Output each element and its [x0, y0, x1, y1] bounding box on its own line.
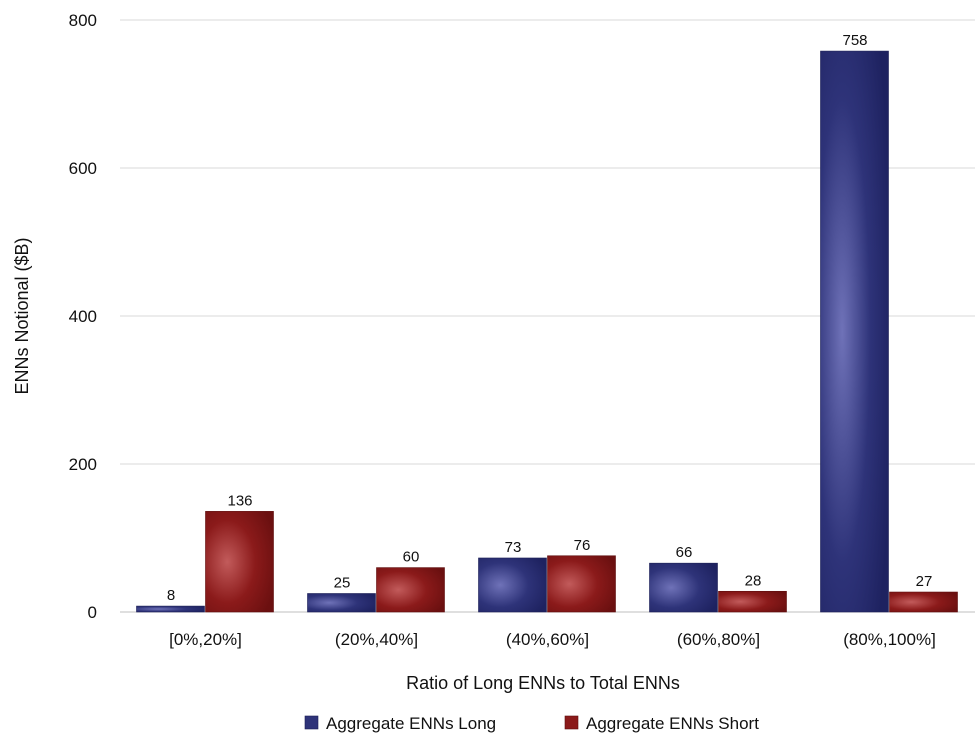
data-label: 60: [403, 549, 420, 566]
axes: ENNs Notional ($B) Ratio of Long ENNs to…: [12, 11, 936, 693]
y-tick-label: 200: [69, 455, 97, 474]
legend-label: Aggregate ENNs Long: [326, 714, 496, 733]
bar-long: [478, 557, 547, 613]
bars: [136, 50, 958, 613]
data-label: 27: [916, 573, 933, 590]
y-axis-title: ENNs Notional ($B): [12, 237, 32, 394]
legend-swatch: [564, 715, 579, 730]
x-tick-label: (40%,60%]: [506, 630, 589, 649]
x-tick-label: (80%,100%]: [843, 630, 936, 649]
bar-short: [547, 555, 616, 613]
data-label: 76: [574, 537, 591, 554]
y-tick-label: 800: [69, 11, 97, 30]
y-tick-label: 400: [69, 307, 97, 326]
x-axis-title: Ratio of Long ENNs to Total ENNs: [406, 673, 680, 693]
bar-short: [889, 591, 958, 613]
data-label: 73: [505, 539, 522, 556]
legend: Aggregate ENNs Long Aggregate ENNs Short: [304, 714, 759, 733]
bar-long: [136, 605, 205, 613]
data-label: 136: [227, 492, 252, 509]
data-labels: 8 136 25 60 73 76 66 28 758 27: [167, 32, 933, 604]
bar-long: [307, 593, 376, 613]
data-label: 8: [167, 587, 175, 604]
bar-long: [820, 50, 889, 613]
bar-long: [649, 562, 718, 613]
bar-short: [376, 567, 445, 613]
bar-short: [205, 511, 274, 613]
data-label: 66: [676, 544, 693, 561]
legend-swatch: [304, 715, 319, 730]
x-tick-label: [0%,20%]: [169, 630, 242, 649]
y-tick-label: 0: [88, 603, 97, 622]
y-tick-label: 600: [69, 159, 97, 178]
x-tick-label: (60%,80%]: [677, 630, 760, 649]
data-label: 28: [745, 572, 762, 589]
legend-label: Aggregate ENNs Short: [586, 714, 759, 733]
data-label: 758: [842, 32, 867, 49]
data-label: 25: [334, 575, 351, 592]
bar-short: [718, 590, 787, 613]
x-tick-label: (20%,40%]: [335, 630, 418, 649]
